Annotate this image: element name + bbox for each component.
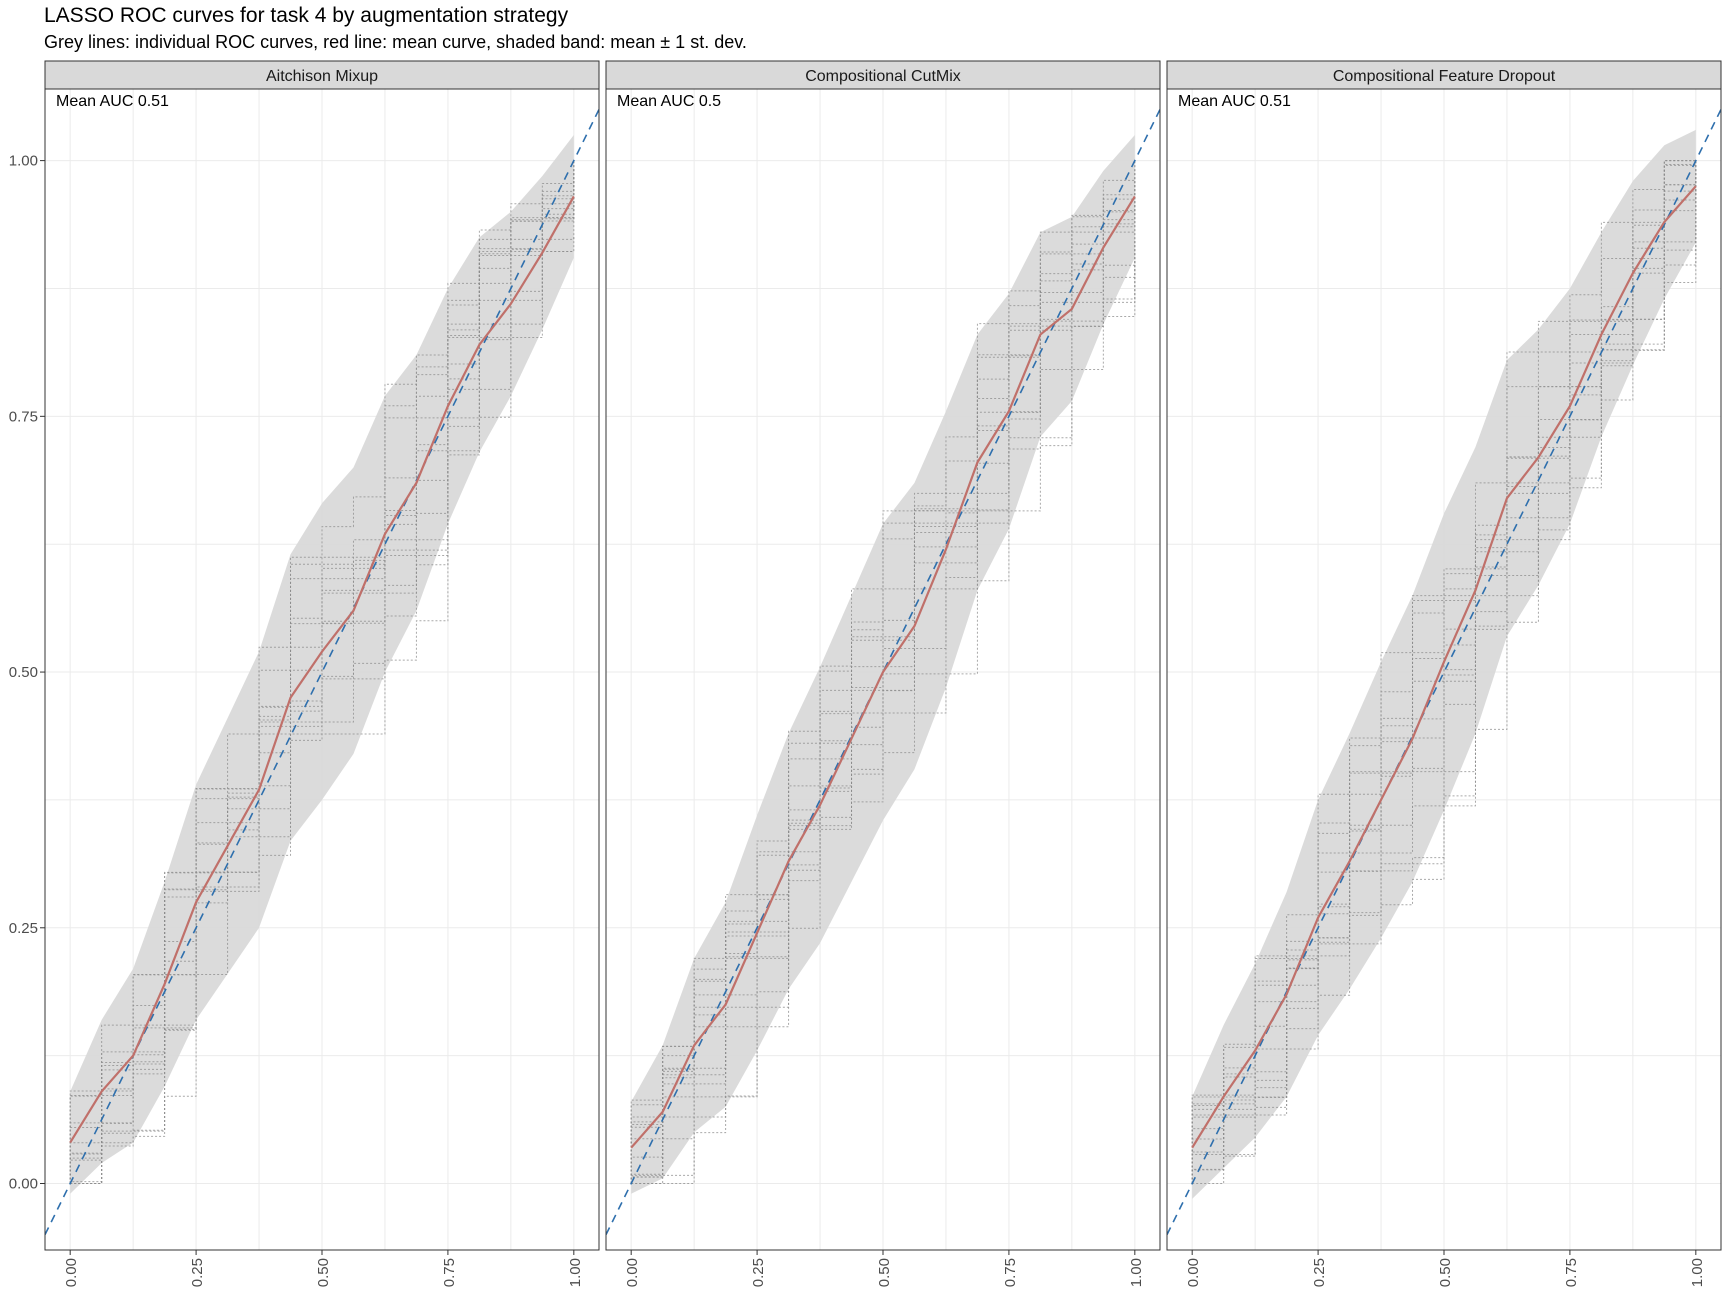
individual-roc-curve bbox=[1191, 177, 1697, 1184]
y-tick-label: 0.50 bbox=[9, 664, 38, 681]
y-tick-label: 0.75 bbox=[9, 408, 38, 425]
x-tick-label: 0.25 bbox=[750, 1258, 767, 1287]
facet-strip bbox=[1166, 60, 1722, 90]
individual-roc-curve bbox=[69, 236, 575, 1184]
individual-roc-curve bbox=[1191, 161, 1697, 1184]
x-tick-label: 0.00 bbox=[1185, 1258, 1202, 1287]
individual-roc-curve bbox=[69, 217, 574, 1184]
x-tick-label: 0.75 bbox=[1002, 1258, 1019, 1287]
chart-subtitle: Grey lines: individual ROC curves, red l… bbox=[44, 32, 747, 52]
x-tick-label: 0.50 bbox=[1437, 1258, 1454, 1287]
x-tick-label: 0.50 bbox=[876, 1258, 893, 1287]
individual-roc-curve bbox=[630, 178, 1136, 1184]
y-tick-label: 0.00 bbox=[9, 1176, 38, 1193]
individual-roc-curve bbox=[631, 240, 1136, 1185]
x-tick-label: 0.75 bbox=[441, 1258, 458, 1287]
facet-strip bbox=[44, 60, 600, 90]
individual-roc-curve bbox=[1191, 217, 1697, 1184]
individual-roc-curve bbox=[1191, 169, 1697, 1184]
individual-roc-curve bbox=[69, 161, 575, 1184]
plot-area bbox=[1167, 109, 1721, 1236]
x-tick-label: 0.00 bbox=[63, 1258, 80, 1287]
x-tick-label: 1.00 bbox=[1128, 1258, 1145, 1287]
gridlines bbox=[1167, 89, 1721, 1250]
plot-area bbox=[606, 109, 1160, 1236]
facet-strip bbox=[605, 60, 1161, 90]
individual-roc-curve bbox=[630, 238, 1136, 1184]
individual-roc-curve bbox=[70, 195, 574, 1185]
x-tick-label: 1.00 bbox=[1689, 1258, 1706, 1287]
x-tick-label: 0.25 bbox=[1311, 1258, 1328, 1287]
chart-title: LASSO ROC curves for task 4 by augmentat… bbox=[44, 4, 569, 27]
mean-auc-label: Mean AUC 0.51 bbox=[56, 93, 169, 110]
individual-roc-curve bbox=[69, 160, 575, 1184]
facet-panel-3: Compositional Feature Dropout Mean AUC 0.… bbox=[1166, 60, 1722, 1287]
plot-area bbox=[45, 109, 599, 1236]
mean-auc-label: Mean AUC 0.51 bbox=[1178, 93, 1291, 110]
individual-roc-curve bbox=[70, 169, 575, 1185]
facet-strip-label: Aitchison Mixup bbox=[266, 68, 378, 85]
y-tick-label: 1.00 bbox=[9, 153, 38, 170]
facet-strip-label: Compositional Feature Dropout bbox=[1333, 68, 1556, 85]
individual-roc-curve bbox=[630, 179, 1135, 1184]
x-tick-label: 0.50 bbox=[315, 1258, 332, 1287]
x-tick-label: 0.00 bbox=[624, 1258, 641, 1287]
facet-strip-label: Compositional CutMix bbox=[805, 68, 961, 85]
facet-panel-1: Aitchison Mixup Mean AUC 0.51 0.00 0.25 0.50… bbox=[44, 60, 600, 1287]
individual-roc-curve bbox=[630, 232, 1136, 1184]
x-tick-label: 0.75 bbox=[1563, 1258, 1580, 1287]
individual-roc-curve bbox=[1191, 160, 1696, 1184]
x-tick-label: 1.00 bbox=[567, 1258, 584, 1287]
facet-panel-2: Compositional CutMix Mean AUC 0.5 0.00 0.25… bbox=[605, 60, 1161, 1287]
individual-roc-curve bbox=[630, 223, 1135, 1184]
y-tick-label: 0.25 bbox=[9, 920, 38, 937]
mean-auc-label: Mean AUC 0.5 bbox=[617, 93, 721, 110]
individual-roc-curve bbox=[1191, 184, 1696, 1184]
x-tick-label: 0.25 bbox=[189, 1258, 206, 1287]
